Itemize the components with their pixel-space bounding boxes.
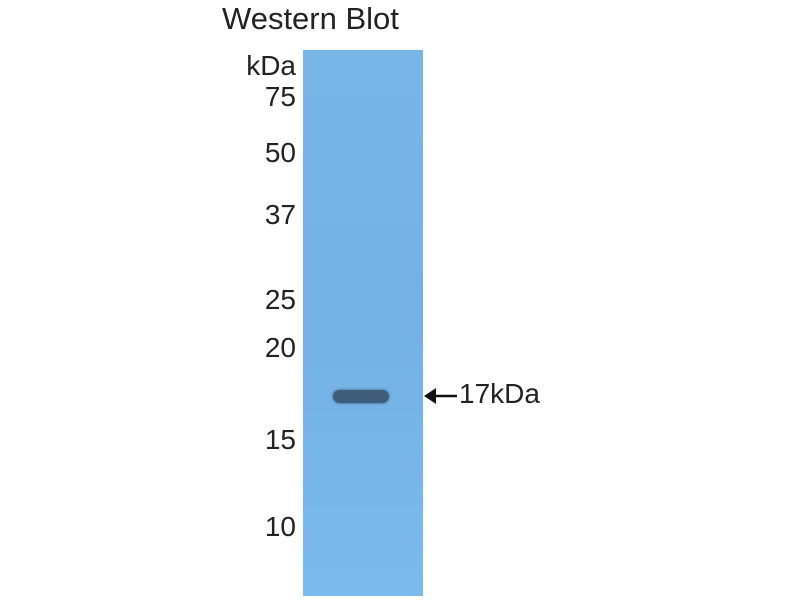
band-label: 17kDa [459,378,540,409]
unit-label: kDa [246,50,296,81]
marker-37: 37 [264,199,296,230]
blot-lane [303,50,423,596]
marker-10: 10 [264,511,296,542]
marker-25: 25 [264,284,296,315]
marker-15: 15 [264,424,296,455]
marker-50: 50 [264,137,296,168]
marker-20: 20 [264,332,296,363]
protein-band [333,390,389,403]
figure-title: Western Blot [222,1,399,36]
left-arrow-icon [424,388,457,404]
marker-75: 75 [264,81,296,112]
